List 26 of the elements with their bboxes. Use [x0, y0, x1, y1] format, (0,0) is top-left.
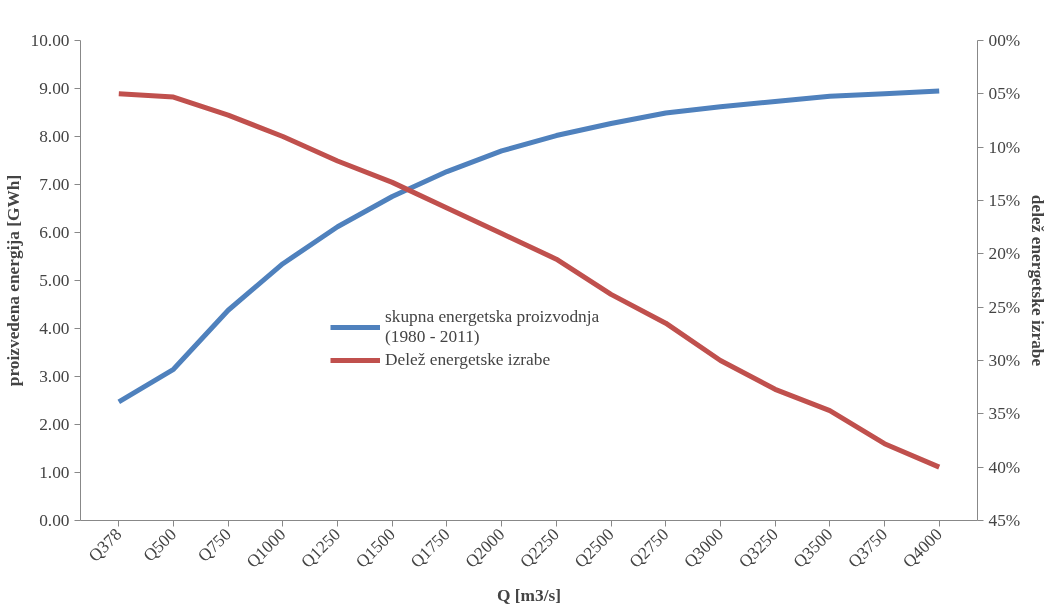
- y2-tick-label: 30%: [988, 351, 1021, 370]
- x-axis-title: Q [m3/s]: [497, 586, 562, 606]
- y2-tick-label: 20%: [988, 244, 1021, 264]
- y-tick-label: 8.00: [39, 127, 70, 146]
- y2-tick-label: 25%: [988, 297, 1021, 317]
- y2-tick-label: 40%: [988, 457, 1021, 477]
- y2-tick-label: 35%: [988, 404, 1021, 424]
- y-tick-label: 4.00: [39, 319, 70, 338]
- y2-tick-label: 15%: [988, 191, 1021, 210]
- y2-tick-label: 05%: [988, 84, 1021, 104]
- y-tick-label: 2.00: [39, 415, 70, 434]
- y-axis-title: proizvedena energija [GWh]: [3, 174, 23, 387]
- y-tick-label: 9.00: [39, 79, 70, 98]
- y-tick-label: 5.00: [39, 271, 70, 290]
- y-tick-label: 1.00: [39, 463, 70, 482]
- legend-label: skupna energetska proizvodnja (1980 - 2011): [385, 307, 600, 347]
- y-tick-label: 0.00: [39, 511, 70, 530]
- y2-tick-label: 00%: [988, 31, 1021, 50]
- y-tick-label: 6.00: [39, 223, 70, 242]
- y2-tick-label: 45%: [988, 511, 1021, 530]
- y2-axis-title: delež energetske izrabe: [1028, 194, 1048, 367]
- y-tick-label: 3.00: [39, 367, 70, 386]
- y2-tick-label: 10%: [988, 137, 1021, 157]
- y-tick-label: 10.00: [30, 31, 70, 50]
- y-tick-label: 7.00: [39, 175, 70, 194]
- legend-label: Delež energetske izrabe: [385, 350, 551, 370]
